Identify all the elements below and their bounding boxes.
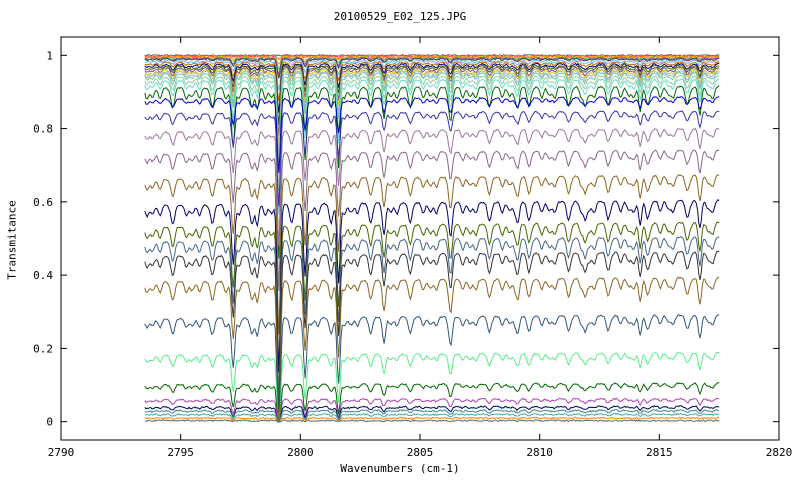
series-line (144, 64, 720, 125)
y-tick-label: 0.4 (33, 269, 53, 282)
series-line (144, 416, 720, 423)
series-line (144, 57, 720, 79)
series-line (144, 250, 720, 422)
series-line (144, 66, 720, 136)
series-line (144, 412, 720, 423)
x-axis-label: Wavenumbers (cm-1) (340, 462, 460, 475)
series-line (144, 382, 720, 423)
series-line (144, 56, 720, 77)
series-line (144, 397, 720, 423)
series-line (144, 85, 720, 259)
series-line (144, 59, 720, 91)
series-line (144, 68, 720, 148)
series-line (144, 110, 720, 207)
series-line (144, 127, 720, 247)
series-line (144, 276, 720, 422)
x-tick-label: 2795 (167, 446, 194, 459)
series-line (144, 55, 720, 65)
series-line (144, 408, 720, 423)
series-line (144, 75, 720, 192)
series-line (144, 405, 720, 423)
x-tick-label: 2810 (526, 446, 553, 459)
series-line (144, 149, 720, 291)
x-tick-label: 2790 (48, 446, 75, 459)
y-tick-label: 0.8 (33, 123, 53, 136)
y-tick-label: 0 (46, 416, 53, 429)
series-line (144, 221, 720, 400)
x-tick-label: 2820 (766, 446, 793, 459)
series-line (144, 78, 720, 215)
series-line (144, 62, 720, 113)
series-line (144, 313, 720, 423)
series-line (144, 351, 720, 423)
series-line (144, 419, 720, 423)
axes-layer: 2790 2795 2800 2805 2810 2815 2820 0 0.2 0.4 0.6 0.… (33, 36, 793, 459)
y-tick-label: 1 (46, 49, 53, 62)
series-line (144, 235, 720, 415)
y-axis-label: Transmitance (5, 200, 19, 280)
series-line (144, 71, 720, 170)
series-line (144, 199, 720, 373)
x-tick-label: 2800 (287, 446, 314, 459)
chart-title: 20100529_E02_125.JPG (333, 10, 467, 23)
y-tick-label: 0.2 (33, 342, 53, 355)
y-tick-label: 0.6 (33, 196, 53, 209)
x-tick-label: 2805 (407, 446, 434, 459)
series-line (144, 174, 720, 335)
series-layer (144, 53, 720, 423)
x-tick-label: 2815 (646, 446, 673, 459)
plot-frame (60, 36, 780, 441)
series-line (144, 96, 720, 173)
series-line (144, 69, 720, 158)
